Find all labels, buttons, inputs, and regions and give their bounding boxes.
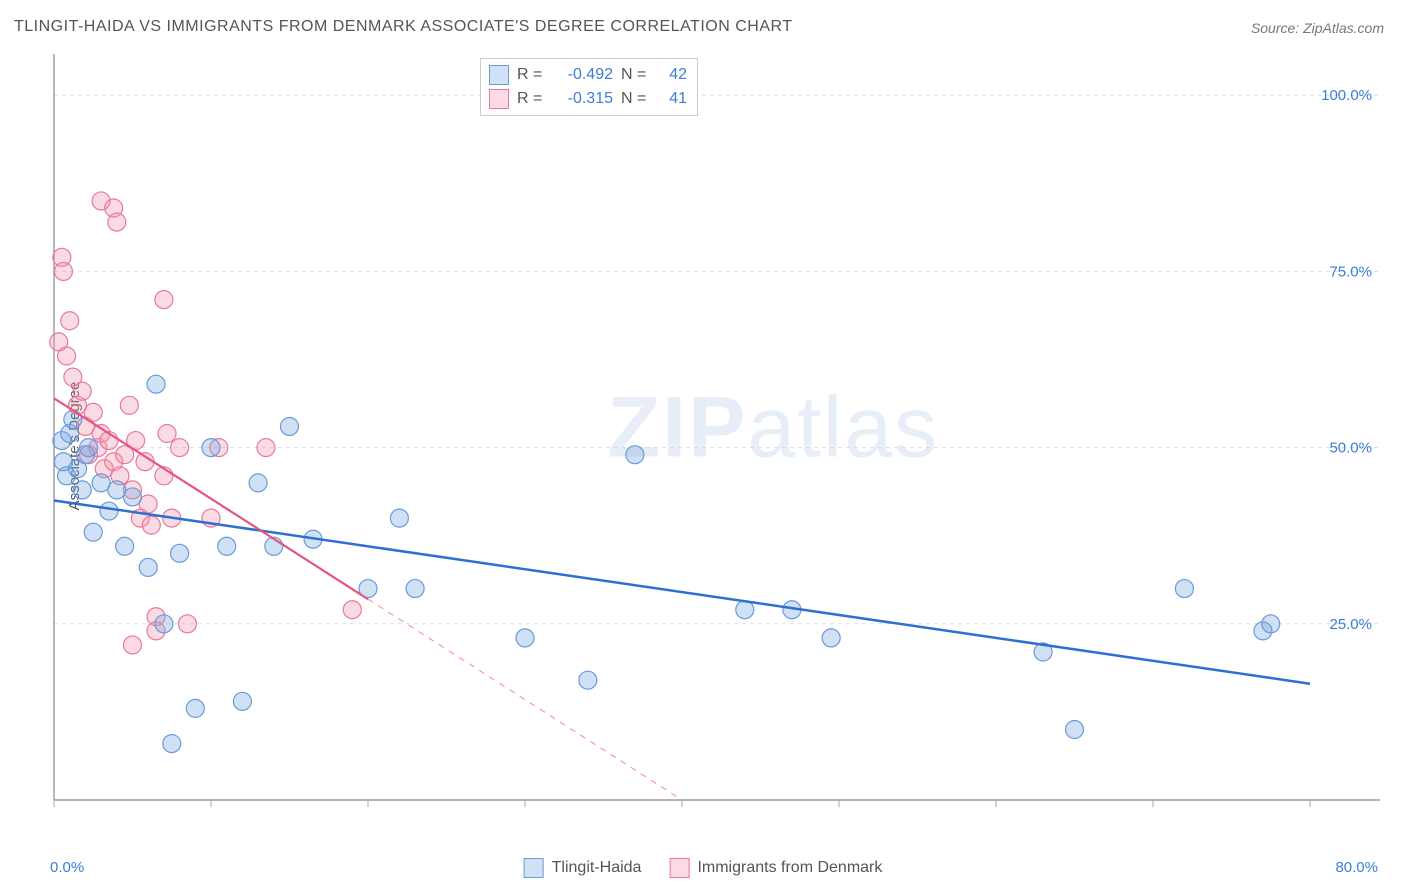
data-point bbox=[249, 474, 267, 492]
data-point bbox=[155, 615, 173, 633]
data-point bbox=[171, 439, 189, 457]
data-point bbox=[1262, 615, 1280, 633]
data-point bbox=[390, 509, 408, 527]
data-point bbox=[84, 523, 102, 541]
data-point bbox=[147, 375, 165, 393]
data-point bbox=[1066, 721, 1084, 739]
data-point bbox=[105, 199, 123, 217]
data-point bbox=[73, 481, 91, 499]
data-point bbox=[257, 439, 275, 457]
data-point bbox=[142, 516, 160, 534]
source-label: Source: ZipAtlas.com bbox=[1251, 20, 1384, 36]
data-point bbox=[343, 601, 361, 619]
legend-R-label: R = bbox=[517, 63, 545, 87]
legend-label-tlingit: Tlingit-Haida bbox=[552, 859, 642, 877]
data-point bbox=[281, 417, 299, 435]
y-tick-label: 50.0% bbox=[1329, 440, 1372, 457]
x-axis-min-label: 0.0% bbox=[50, 859, 84, 876]
chart-title: TLINGIT-HAIDA VS IMMIGRANTS FROM DENMARK… bbox=[14, 18, 793, 36]
data-point bbox=[171, 544, 189, 562]
data-point bbox=[626, 446, 644, 464]
data-point bbox=[54, 262, 72, 280]
data-point bbox=[218, 537, 236, 555]
data-point bbox=[163, 735, 181, 753]
data-point bbox=[155, 291, 173, 309]
data-point bbox=[516, 629, 534, 647]
legend-R-value-denmark: -0.315 bbox=[553, 87, 613, 111]
x-axis-max-label: 80.0% bbox=[1335, 859, 1378, 876]
data-point bbox=[202, 439, 220, 457]
legend-label-denmark: Immigrants from Denmark bbox=[697, 859, 882, 877]
legend-stats: R = -0.492 N = 42 R = -0.315 N = 41 bbox=[480, 58, 698, 116]
data-point bbox=[100, 502, 118, 520]
data-point bbox=[124, 636, 142, 654]
data-point bbox=[579, 671, 597, 689]
legend-swatch-tlingit bbox=[524, 858, 544, 878]
data-point bbox=[73, 382, 91, 400]
legend-item-tlingit: Tlingit-Haida bbox=[524, 858, 642, 878]
legend-swatch-denmark bbox=[669, 858, 689, 878]
legend-swatch-denmark bbox=[489, 89, 509, 109]
legend-N-value-denmark: 41 bbox=[657, 87, 687, 111]
data-point bbox=[186, 699, 204, 717]
data-point bbox=[822, 629, 840, 647]
plot-area: 25.0% 50.0% 75.0% 100.0% bbox=[50, 50, 1380, 840]
data-point bbox=[61, 312, 79, 330]
legend-stats-row-tlingit: R = -0.492 N = 42 bbox=[489, 63, 687, 87]
legend-N-value-tlingit: 42 bbox=[657, 63, 687, 87]
y-tick-label: 75.0% bbox=[1329, 263, 1372, 280]
legend-stats-row-denmark: R = -0.315 N = 41 bbox=[489, 87, 687, 111]
data-point bbox=[139, 558, 157, 576]
data-point bbox=[124, 488, 142, 506]
legend-R-label: R = bbox=[517, 87, 545, 111]
y-tick-label: 100.0% bbox=[1321, 87, 1372, 104]
data-point bbox=[233, 692, 251, 710]
data-point bbox=[158, 425, 176, 443]
legend-swatch-tlingit bbox=[489, 65, 509, 85]
legend-R-value-tlingit: -0.492 bbox=[553, 63, 613, 87]
legend-item-denmark: Immigrants from Denmark bbox=[669, 858, 882, 878]
legend-N-label: N = bbox=[621, 87, 649, 111]
data-point bbox=[116, 537, 134, 555]
data-point bbox=[406, 580, 424, 598]
legend-N-label: N = bbox=[621, 63, 649, 87]
y-tick-label: 25.0% bbox=[1329, 616, 1372, 633]
data-point bbox=[58, 347, 76, 365]
data-point bbox=[1175, 580, 1193, 598]
chart-svg: 25.0% 50.0% 75.0% 100.0% bbox=[50, 50, 1380, 840]
data-point bbox=[80, 439, 98, 457]
data-point bbox=[178, 615, 196, 633]
legend-series: Tlingit-Haida Immigrants from Denmark bbox=[524, 858, 883, 878]
data-point bbox=[120, 396, 138, 414]
chart-container: TLINGIT-HAIDA VS IMMIGRANTS FROM DENMARK… bbox=[0, 0, 1406, 892]
